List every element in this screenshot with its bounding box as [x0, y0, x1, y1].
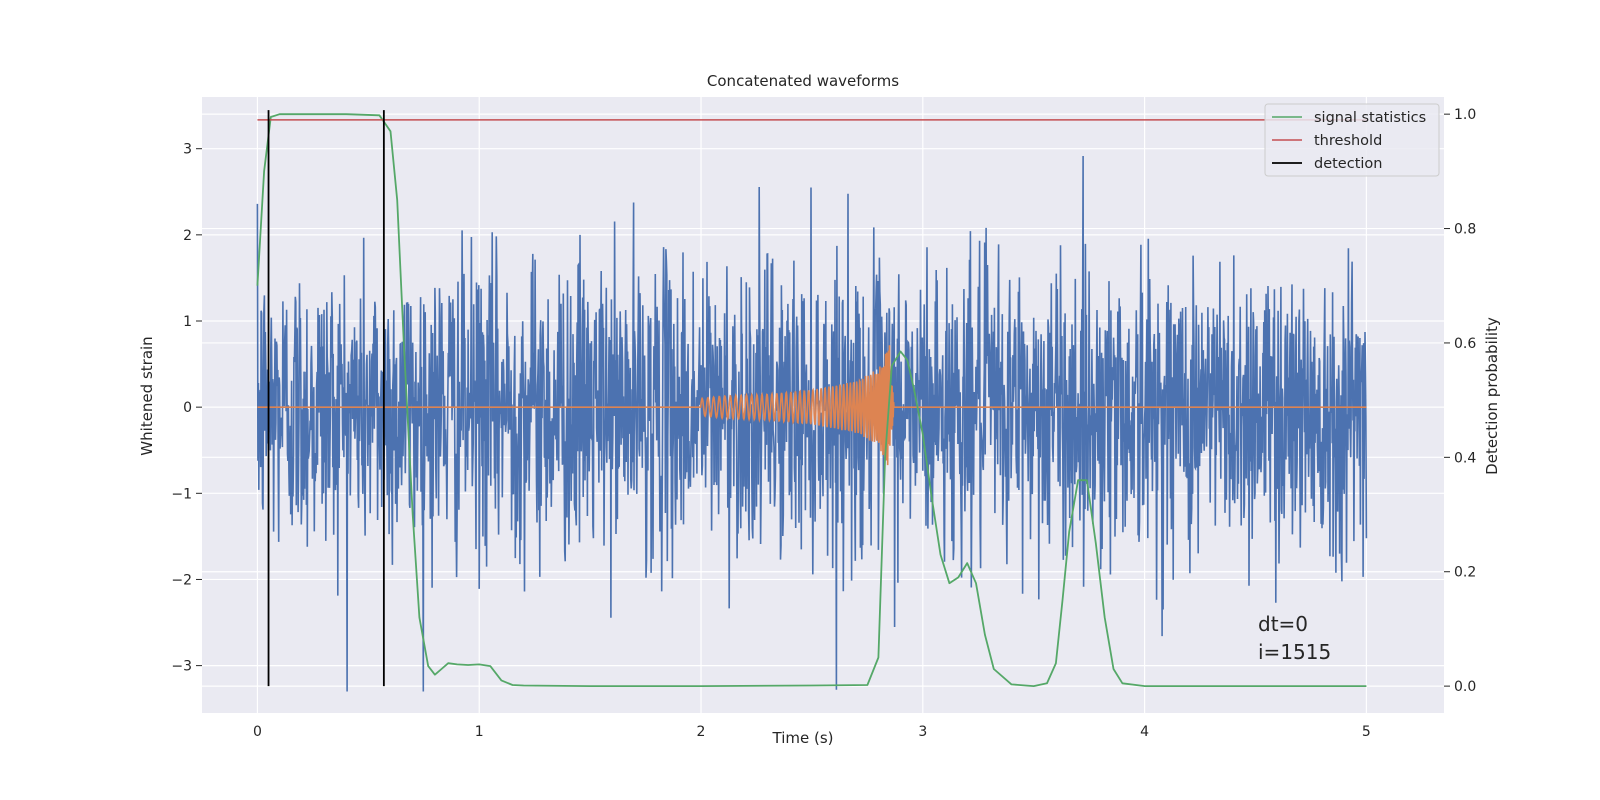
x-axis-label: Time (s)	[772, 729, 834, 747]
y-tick-label: −3	[171, 659, 192, 675]
y-axis-label-right: Detection probability	[1483, 317, 1501, 475]
y-tick-label: 0	[183, 400, 192, 416]
annotation: dt=0 i=1515	[1258, 612, 1331, 664]
series-detection	[267, 110, 385, 687]
y-right-tick-label: 0.0	[1454, 679, 1476, 695]
x-tick-label: 2	[697, 724, 706, 740]
y-axis-right: 0.0 0.2 0.4 0.6 0.8 1.0	[1444, 107, 1476, 695]
x-axis: 0 1 2 3 4 5	[253, 724, 1371, 740]
legend-label-signal-statistics: signal statistics	[1314, 110, 1426, 126]
chart-title: Concatenated waveforms	[707, 72, 899, 90]
y-right-tick-label: 0.8	[1454, 222, 1476, 238]
series-whitened-strain	[256, 155, 1368, 692]
legend-label-threshold: threshold	[1314, 133, 1382, 149]
series-signal-statistics	[256, 113, 1367, 687]
y-right-tick-label: 0.4	[1454, 450, 1476, 466]
annotation-line-1: dt=0	[1258, 612, 1308, 636]
x-tick-label: 1	[475, 724, 484, 740]
x-tick-label: 0	[253, 724, 262, 740]
legend-box	[1264, 103, 1440, 177]
y-axis-left: −3 −2 −1 0 1 2 3	[171, 142, 202, 675]
y-tick-label: −2	[171, 572, 192, 588]
y-tick-label: −1	[171, 486, 192, 502]
y-right-tick-label: 0.6	[1454, 336, 1476, 352]
y-right-tick-label: 0.2	[1454, 565, 1476, 581]
x-tick-label: 3	[918, 724, 927, 740]
plot-content	[256, 110, 1368, 692]
legend: signal statistics threshold detection	[1264, 103, 1440, 177]
y-axis-label-left: Whitened strain	[138, 336, 156, 455]
y-tick-label: 3	[183, 142, 192, 158]
legend-label-detection: detection	[1314, 156, 1382, 172]
line-signal-statistics	[256, 113, 1367, 687]
y-tick-label: 1	[183, 314, 192, 330]
y-tick-label: 2	[183, 228, 192, 244]
series-injected-waveform	[257, 345, 1367, 466]
line-whitened-strain	[256, 155, 1368, 692]
line-injected-waveform	[257, 345, 1367, 466]
x-tick-label: 5	[1362, 724, 1371, 740]
y-right-tick-label: 1.0	[1454, 107, 1476, 123]
annotation-line-2: i=1515	[1258, 640, 1331, 664]
x-tick-label: 4	[1140, 724, 1149, 740]
